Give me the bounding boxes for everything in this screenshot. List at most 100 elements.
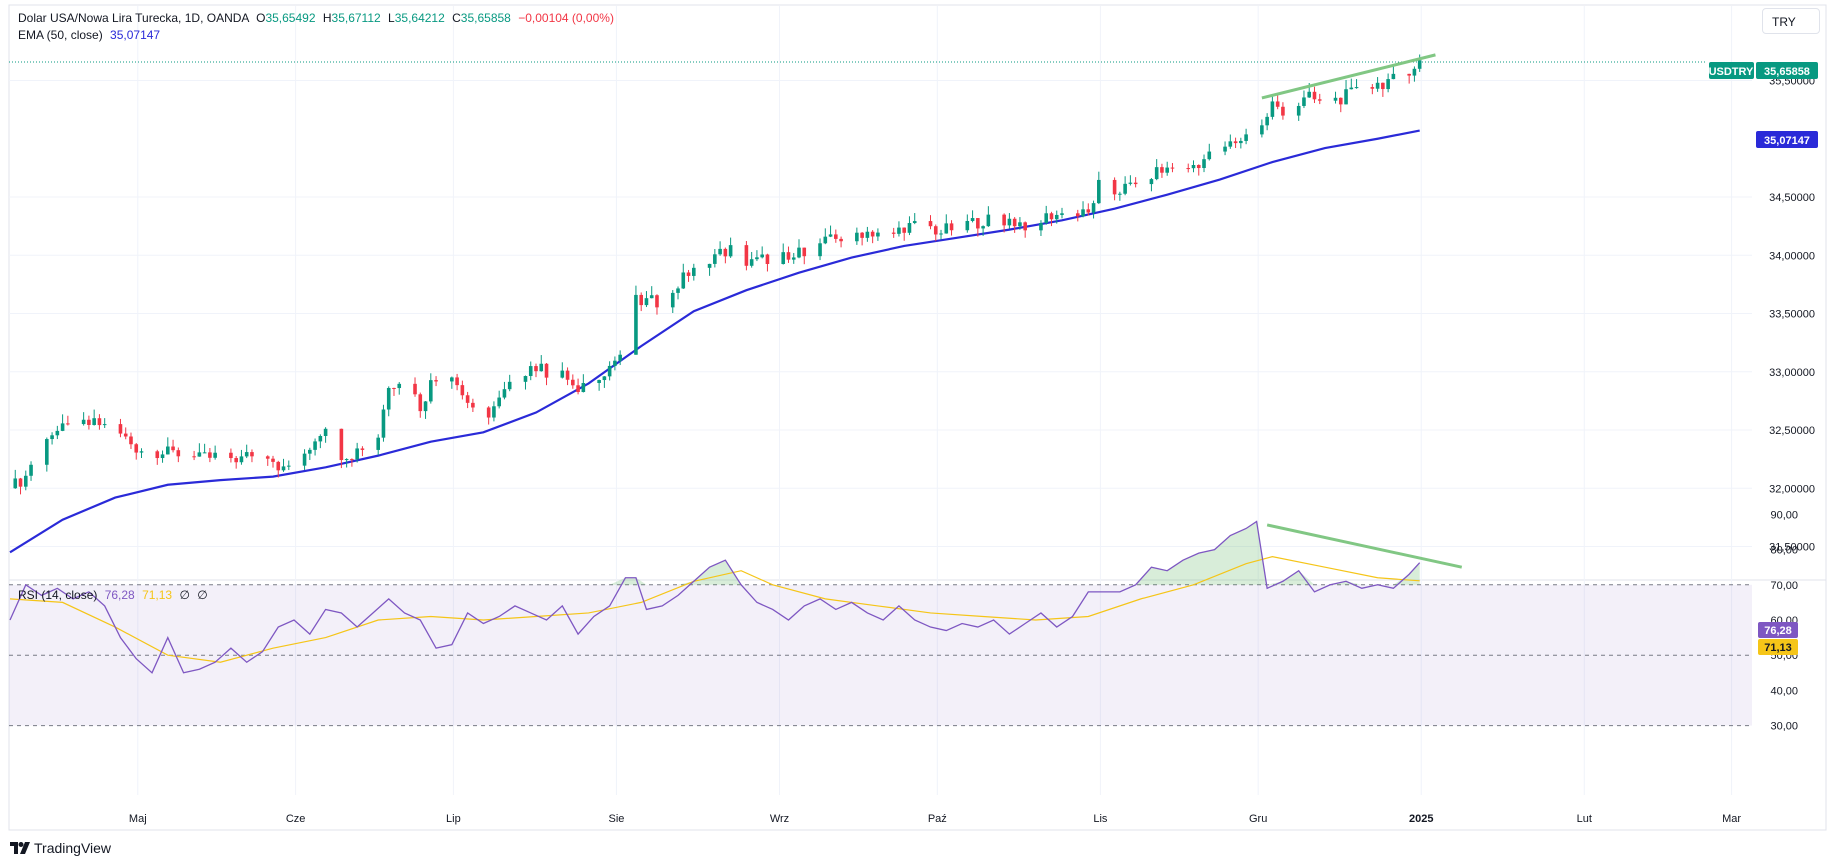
rsi-legend-value: 76,28: [104, 588, 135, 602]
symbol-badge-text: USDTRY: [1709, 66, 1754, 78]
rsi-label[interactable]: RSI (14, close): [18, 588, 98, 602]
time-axis-label: Mar: [1722, 813, 1741, 825]
ema-legend-value: 35,07147: [110, 28, 161, 42]
candle-body: [429, 380, 433, 402]
ema-legend[interactable]: EMA (50, close) 35,07147: [18, 28, 160, 42]
price-axis-label: 33,50000: [1769, 309, 1815, 321]
rsi-ma-badge: 71,13: [1758, 639, 1798, 655]
rsi-legend[interactable]: RSI (14, close) 76,28 71,13 ∅ ∅: [18, 588, 208, 602]
candle-body: [613, 360, 617, 366]
candle-body: [1239, 140, 1243, 144]
candle-body: [1097, 179, 1101, 204]
candle-body: [1149, 179, 1154, 185]
candle-body: [1354, 87, 1359, 89]
last-price-badge: 35,65858: [1756, 62, 1818, 79]
candle-body: [18, 478, 23, 487]
candle-body: [986, 214, 991, 227]
candle-body: [129, 436, 133, 445]
candle-body: [713, 254, 717, 264]
candle-body: [855, 232, 859, 242]
candle-body: [244, 452, 249, 457]
price-axis-label: 34,00000: [1769, 250, 1815, 262]
candle-body: [670, 292, 675, 308]
candle-body: [744, 245, 749, 266]
candle-body: [1333, 97, 1338, 101]
candle-body: [134, 444, 139, 453]
candle-body: [265, 456, 270, 459]
tradingview-logo-text: TradingView: [34, 840, 112, 856]
candle-body: [560, 370, 565, 378]
low-label: L: [388, 11, 395, 25]
time-axis-label: Wrz: [770, 813, 789, 825]
candle-body: [1060, 213, 1064, 215]
candle-body: [397, 383, 402, 389]
candle-body: [818, 243, 822, 257]
candle-body: [760, 254, 764, 258]
candle-body: [139, 451, 144, 453]
rsi-pane[interactable]: [9, 520, 1752, 727]
candle-body: [313, 441, 317, 450]
main-legend[interactable]: Dolar USA/Nowa Lira Turecka, 1D, OANDA O…: [18, 11, 614, 25]
price-trendline[interactable]: [1261, 53, 1436, 100]
time-axis-label: Lut: [1577, 813, 1592, 825]
rsi-extra-1: ∅: [179, 588, 190, 602]
time-axis-label: Gru: [1249, 813, 1267, 825]
currency-button[interactable]: TRY: [1762, 8, 1820, 34]
candle-body: [1412, 68, 1417, 76]
rsi-axis-label: 40,00: [1770, 685, 1798, 697]
time-axis-label: Lip: [446, 813, 461, 825]
ema-label[interactable]: EMA (50, close): [18, 28, 103, 42]
candle-body: [607, 365, 612, 377]
candle-body: [723, 248, 728, 257]
candle-body: [386, 387, 391, 410]
candle-body: [1407, 73, 1411, 76]
rsi-ma-legend-value: 71,13: [142, 588, 173, 602]
candle-body: [213, 452, 217, 458]
rsi-ma-line: [9, 556, 1420, 663]
candle-body: [1312, 91, 1317, 100]
tradingview-logo[interactable]: TradingView: [10, 840, 111, 856]
candle-body: [192, 456, 196, 458]
candle-body: [455, 377, 459, 386]
candle-body: [791, 257, 796, 260]
candle-body: [176, 450, 181, 457]
candle-body: [870, 231, 875, 237]
price-pane[interactable]: [9, 53, 1706, 554]
candle-body: [965, 220, 970, 231]
candle-body: [97, 418, 102, 426]
horizontal-gridlines: [9, 80, 1752, 547]
candle-body: [1296, 105, 1301, 116]
time-axis-label: Lis: [1093, 813, 1108, 825]
high-label: H: [322, 11, 332, 25]
candle-body: [1118, 193, 1122, 195]
symbol-title[interactable]: Dolar USA/Nowa Lira Turecka, 1D, OANDA: [18, 11, 249, 25]
candle-body: [1417, 60, 1422, 69]
candle-body: [1349, 87, 1354, 90]
candle-body: [376, 437, 380, 450]
rsi-divergence-line[interactable]: [1266, 523, 1463, 569]
candle-body: [649, 295, 654, 299]
candle-body: [1233, 141, 1238, 144]
candle-body: [1049, 213, 1054, 220]
candle-body: [118, 424, 123, 434]
candle-body: [497, 397, 501, 407]
candle-body: [1344, 89, 1348, 105]
candle-body: [823, 236, 828, 244]
candle-body: [1086, 209, 1091, 213]
candle-body: [1018, 222, 1022, 227]
candle-body: [618, 354, 622, 361]
candle-body: [597, 380, 601, 384]
candle-body: [1386, 79, 1390, 90]
price-axis-label: 32,50000: [1769, 425, 1815, 437]
ema-badge: 35,07147: [1756, 131, 1818, 148]
candlesticks: [13, 54, 1422, 495]
rsi-value-text: 76,28: [1764, 625, 1792, 637]
candle-body: [718, 248, 722, 255]
candle-body: [1281, 106, 1285, 116]
candle-body: [1191, 165, 1196, 169]
time-axis-label: Sie: [609, 813, 625, 825]
candle-body: [423, 401, 428, 412]
time-axis[interactable]: Maj Cze Lip Sie Wrz Paź Lis Gru 2025 Lut Mar: [129, 813, 1741, 825]
candle-body: [55, 430, 60, 436]
